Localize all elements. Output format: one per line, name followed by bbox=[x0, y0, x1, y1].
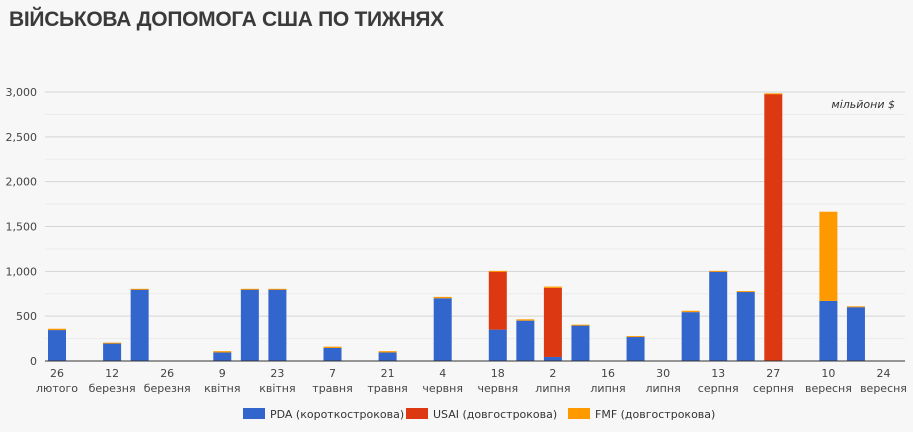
bar-fmf bbox=[543, 286, 562, 288]
bar-pda bbox=[846, 307, 865, 361]
bar-fmf bbox=[103, 342, 122, 344]
x-tick-month: вересня bbox=[805, 382, 852, 395]
y-tick-label: 0 bbox=[30, 355, 37, 368]
bar-pda bbox=[709, 271, 728, 361]
x-tick-day: 30 bbox=[656, 367, 670, 380]
x-tick-day: 16 bbox=[601, 367, 615, 380]
legend-swatch bbox=[406, 408, 428, 419]
y-tick-label: 2,500 bbox=[6, 131, 38, 144]
x-tick-day: 4 bbox=[439, 367, 446, 380]
y-tick-label: 3,000 bbox=[6, 86, 38, 99]
x-tick-month: березня bbox=[144, 382, 191, 395]
x-tick-day: 2 bbox=[549, 367, 556, 380]
bar-fmf bbox=[213, 351, 232, 353]
x-tick-day: 23 bbox=[270, 367, 284, 380]
x-tick-month: вересня bbox=[860, 382, 907, 395]
bar-fmf bbox=[571, 324, 590, 326]
legend-label: PDA (короткострокова) bbox=[270, 408, 404, 421]
bar-pda bbox=[488, 329, 507, 361]
bar-fmf bbox=[516, 319, 535, 321]
bar-fmf bbox=[240, 288, 259, 290]
bar-fmf bbox=[323, 346, 342, 348]
bar-fmf bbox=[846, 306, 865, 308]
bar-fmf bbox=[130, 288, 149, 290]
x-tick-day: 9 bbox=[219, 367, 226, 380]
bar-pda bbox=[213, 352, 232, 361]
y-tick-label: 500 bbox=[16, 310, 37, 323]
x-tick-month: травня bbox=[312, 382, 352, 395]
x-tick-day: 7 bbox=[329, 367, 336, 380]
chart-title: ВІЙСЬКОВА ДОПОМОГА США ПО ТИЖНЯХ bbox=[9, 8, 444, 31]
bar-pda bbox=[543, 356, 562, 361]
bar-pda bbox=[736, 291, 755, 361]
bar-pda bbox=[681, 312, 700, 361]
x-tick-day: 12 bbox=[105, 367, 119, 380]
x-tick-day: 24 bbox=[877, 367, 891, 380]
bar-usai bbox=[764, 93, 783, 361]
bar-usai bbox=[543, 287, 562, 357]
x-tick-month: серпня bbox=[753, 382, 794, 395]
bar-pda bbox=[48, 330, 66, 361]
x-tick-day: 27 bbox=[766, 367, 780, 380]
bar-fmf bbox=[48, 328, 66, 331]
bar-pda bbox=[433, 298, 452, 361]
x-tick-day: 26 bbox=[50, 367, 64, 380]
bar-fmf bbox=[764, 93, 783, 95]
x-tick-month: липня bbox=[590, 382, 625, 395]
x-tick-day: 18 bbox=[491, 367, 505, 380]
bar-pda bbox=[103, 343, 122, 361]
x-tick-month: серпня bbox=[698, 382, 739, 395]
x-tick-month: липня bbox=[646, 382, 681, 395]
bar-fmf bbox=[819, 211, 838, 301]
bar-pda bbox=[268, 289, 287, 361]
bar-fmf bbox=[488, 270, 507, 272]
x-tick-month: травня bbox=[367, 382, 407, 395]
x-tick-month: квітня bbox=[259, 382, 295, 395]
bar-fmf bbox=[626, 336, 645, 338]
x-tick-day: 10 bbox=[821, 367, 835, 380]
legend-label: FMF (довгострокова) bbox=[595, 408, 715, 421]
bar-fmf bbox=[681, 310, 700, 313]
x-tick-month: лютого bbox=[36, 382, 78, 395]
x-tick-month: квітня bbox=[204, 382, 240, 395]
x-tick-month: березня bbox=[89, 382, 136, 395]
bar-fmf bbox=[268, 288, 287, 290]
x-tick-month: червня bbox=[422, 382, 463, 395]
y-tick-label: 1,500 bbox=[6, 221, 38, 234]
bar-fmf bbox=[736, 291, 755, 293]
legend-label: USAI (довгострокова) bbox=[433, 408, 557, 421]
legend-swatch bbox=[568, 408, 590, 419]
bar-usai bbox=[488, 271, 507, 330]
bar-pda bbox=[378, 352, 397, 361]
bar-pda bbox=[516, 320, 535, 361]
bar-pda bbox=[323, 347, 342, 361]
x-tick-month: червня bbox=[478, 382, 519, 395]
bar-pda bbox=[819, 300, 838, 361]
x-tick-day: 26 bbox=[160, 367, 174, 380]
y-tick-label: 2,000 bbox=[6, 176, 38, 189]
bar-pda bbox=[626, 336, 645, 361]
bar-pda bbox=[130, 289, 149, 361]
bar-pda bbox=[240, 289, 259, 361]
bar-pda bbox=[571, 325, 590, 361]
unit-label: мільйони $ bbox=[831, 98, 895, 111]
x-tick-day: 13 bbox=[711, 367, 725, 380]
bar-fmf bbox=[433, 296, 452, 299]
y-tick-label: 1,000 bbox=[6, 265, 38, 278]
x-tick-day: 21 bbox=[381, 367, 395, 380]
x-tick-month: липня bbox=[535, 382, 570, 395]
legend-swatch bbox=[243, 408, 265, 419]
bar-fmf bbox=[709, 270, 728, 272]
bar-fmf bbox=[378, 351, 397, 353]
